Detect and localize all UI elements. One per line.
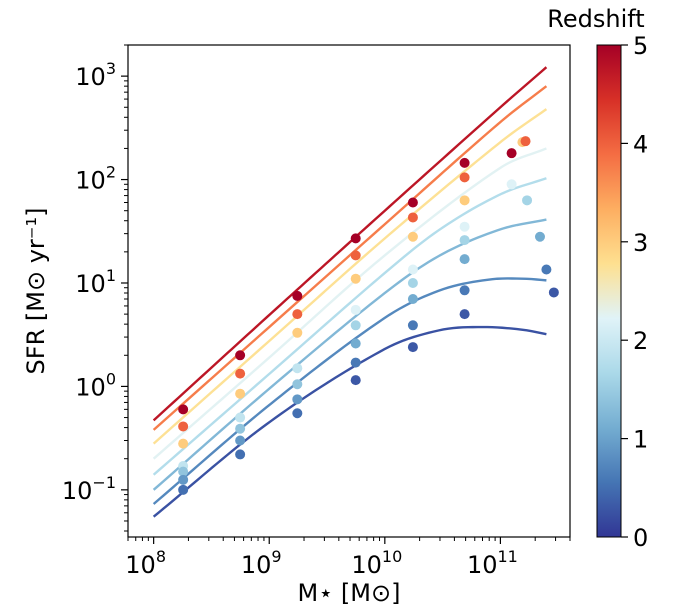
- colorbar-tick-label: 2: [633, 327, 648, 355]
- fit-curve: [152, 325, 547, 518]
- data-point: [407, 342, 418, 353]
- data-point: [522, 195, 533, 206]
- data-point: [506, 148, 517, 159]
- data-point: [407, 212, 418, 223]
- data-point: [520, 136, 531, 147]
- y-axis-label: SFR [M⊙ yr⁻¹]: [22, 208, 50, 375]
- data-point: [407, 277, 418, 288]
- data-point: [178, 421, 189, 432]
- colorbar-tick-label: 3: [633, 229, 648, 257]
- data-point: [292, 363, 303, 374]
- data-point: [235, 350, 246, 361]
- data-point: [459, 285, 470, 296]
- fit-curve: [152, 108, 548, 445]
- fit-curve: [152, 218, 547, 491]
- y-tick-label: 103: [75, 59, 116, 91]
- data-point: [235, 412, 246, 423]
- y-tick-label: 10−1: [62, 473, 116, 505]
- colorbar-tick-label: 0: [633, 524, 648, 552]
- data-point: [407, 320, 418, 331]
- colorbar-title: Redshift: [547, 5, 644, 33]
- data-point: [407, 264, 418, 275]
- data-point: [350, 233, 361, 244]
- data-point: [235, 423, 246, 434]
- data-point: [459, 235, 470, 246]
- y-axis-ticks: 10−1 100 101 102 103: [62, 44, 128, 532]
- data-point: [548, 287, 559, 298]
- data-points: [178, 136, 559, 495]
- x-tick-label: 108: [125, 547, 166, 579]
- fit-curve: [152, 66, 548, 422]
- data-point: [178, 404, 189, 415]
- data-point: [292, 327, 303, 338]
- fit-curve: [152, 85, 548, 431]
- data-point: [235, 368, 246, 379]
- data-point: [350, 375, 361, 386]
- data-point: [350, 357, 361, 368]
- data-point: [407, 294, 418, 305]
- fit-curves: [152, 66, 548, 518]
- colorbar-tick-label: 5: [633, 32, 648, 60]
- y-tick-label: 101: [75, 266, 116, 298]
- data-point: [235, 449, 246, 460]
- data-point: [350, 304, 361, 315]
- data-point: [350, 320, 361, 331]
- data-point: [178, 438, 189, 449]
- x-tick-label: 1011: [467, 547, 518, 579]
- data-point: [292, 309, 303, 320]
- y-tick-label: 102: [75, 163, 116, 195]
- data-point: [235, 388, 246, 399]
- data-point: [178, 484, 189, 495]
- data-point: [541, 264, 552, 275]
- data-point: [350, 273, 361, 284]
- data-point: [459, 157, 470, 168]
- data-point: [292, 379, 303, 390]
- data-point: [350, 250, 361, 261]
- data-point: [292, 290, 303, 301]
- colorbar-ticks: 0 1 2 3 4 5: [621, 32, 648, 552]
- fit-curve: [152, 277, 547, 505]
- x-axis-label: M⋆ [M⊙]: [298, 579, 401, 607]
- data-point: [292, 394, 303, 405]
- data-point: [459, 221, 470, 232]
- data-point: [178, 474, 189, 485]
- plot-frame: [127, 44, 571, 538]
- data-point: [407, 231, 418, 242]
- colorbar-tick-label: 4: [633, 130, 648, 158]
- data-point: [459, 172, 470, 183]
- data-point: [534, 231, 545, 242]
- data-point: [178, 466, 189, 477]
- y-tick-label: 100: [75, 369, 116, 401]
- colorbar-tick-label: 1: [633, 426, 648, 454]
- x-tick-label: 109: [241, 547, 282, 579]
- data-point: [292, 408, 303, 419]
- data-point: [459, 309, 470, 320]
- data-point: [506, 179, 517, 190]
- data-point: [407, 197, 418, 208]
- data-point: [350, 338, 361, 349]
- x-tick-label: 1010: [351, 547, 402, 579]
- data-point: [235, 435, 246, 446]
- data-point: [459, 254, 470, 265]
- colorbar: [596, 44, 622, 538]
- x-axis-ticks: 108 109 1010 1011: [125, 537, 571, 579]
- fit-curve: [152, 177, 547, 476]
- data-point: [459, 195, 470, 206]
- fit-curve: [152, 147, 547, 460]
